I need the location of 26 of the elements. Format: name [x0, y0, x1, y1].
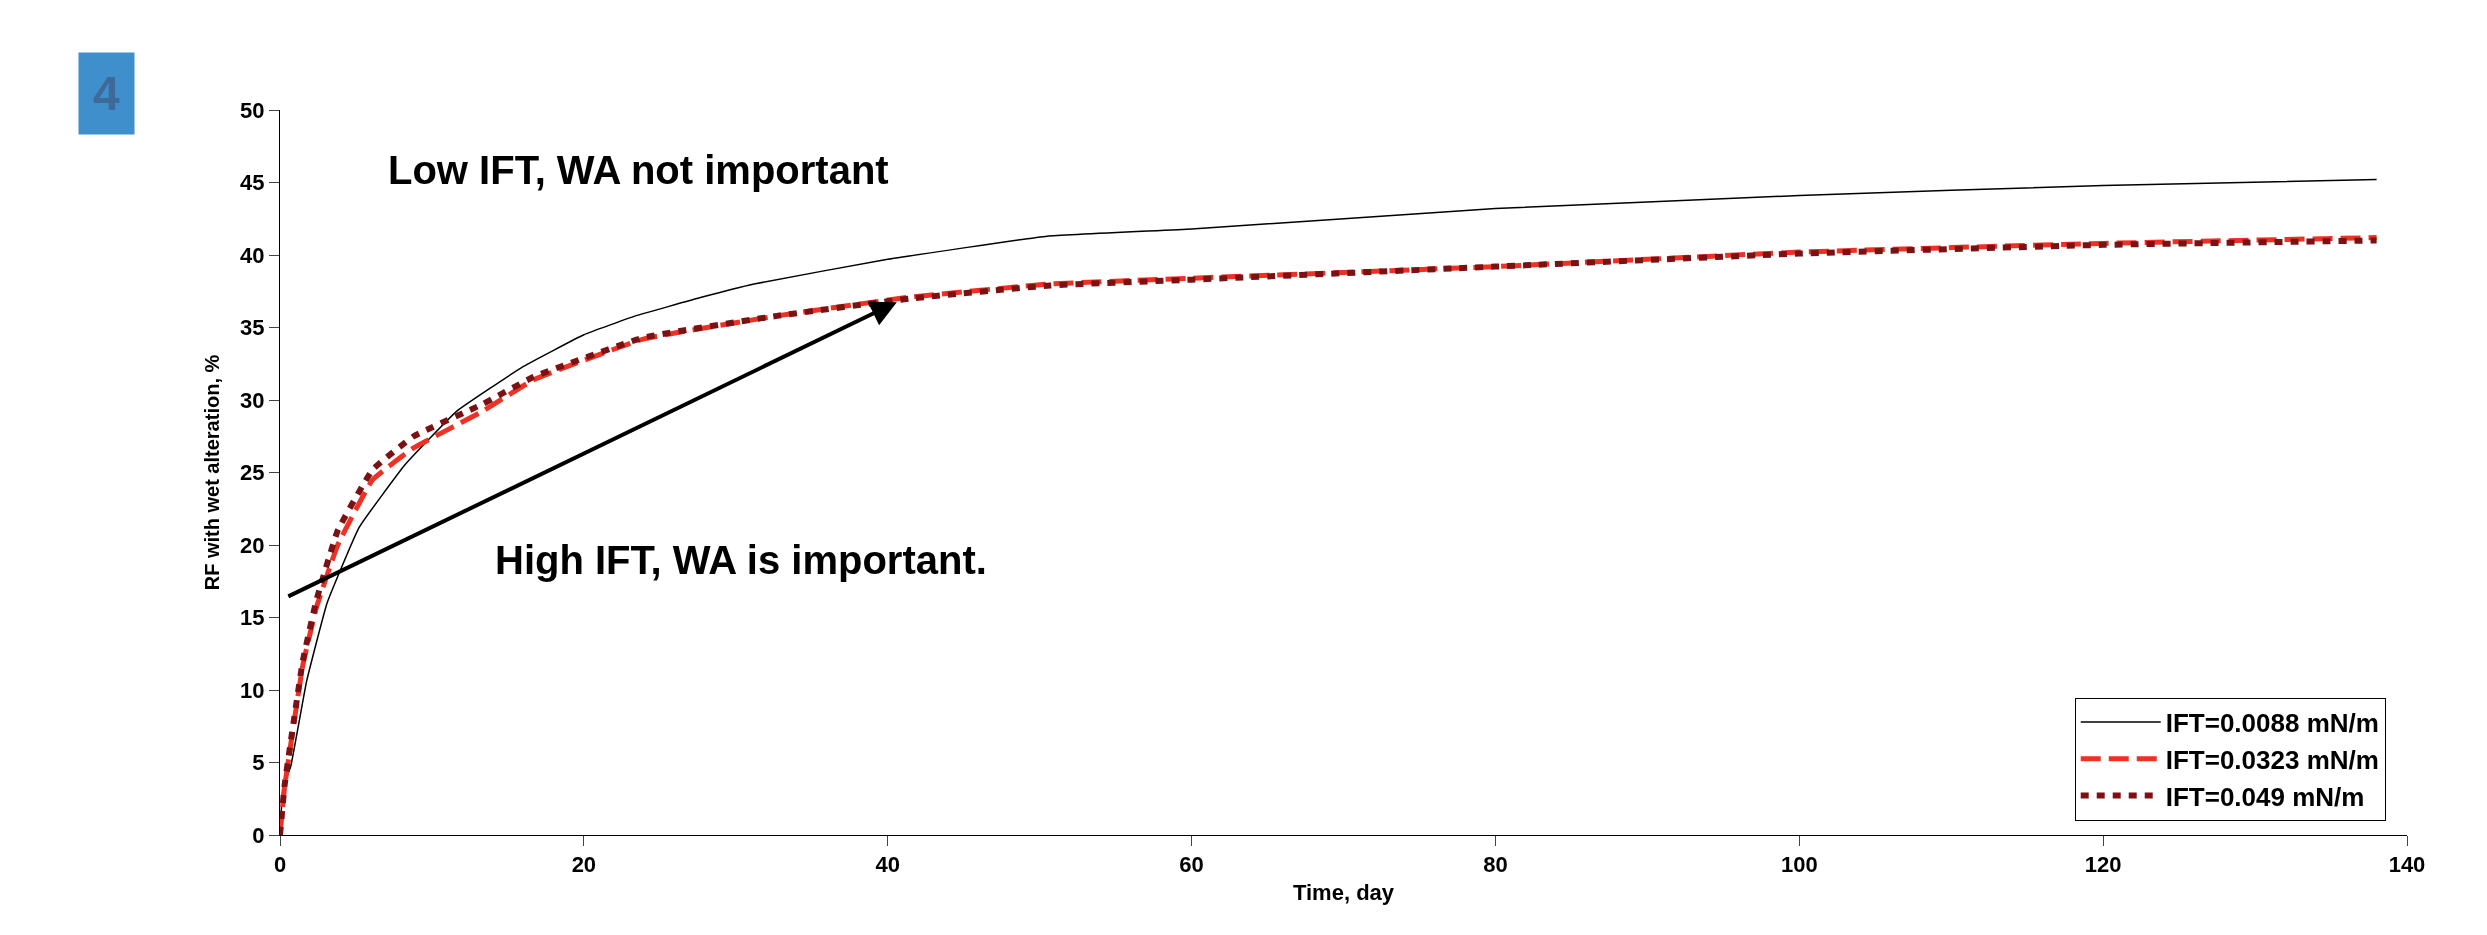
- y-tick-label: 35: [240, 315, 265, 341]
- y-tick-label: 50: [240, 97, 265, 123]
- y-tick-label: 45: [240, 170, 265, 196]
- x-tick-label: 40: [875, 852, 900, 878]
- y-tick-label: 20: [240, 532, 265, 558]
- x-tick-label: 20: [571, 852, 597, 878]
- y-tick-label: 15: [240, 605, 265, 631]
- x-tick-label: 80: [1483, 852, 1508, 878]
- y-tick-label: 10: [240, 677, 265, 703]
- y-tick-label: 30: [240, 387, 265, 413]
- legend-label: IFT=0.049 mN/m: [2165, 781, 2365, 812]
- x-tick-label: 140: [2388, 852, 2426, 878]
- legend-label: IFT=0.0088 mN/m: [2165, 708, 2379, 739]
- x-tick-label: 120: [2084, 852, 2122, 878]
- y-axis-title: RF with wet alteration, %: [200, 354, 223, 591]
- x-tick-label: 0: [273, 852, 287, 878]
- x-axis-title: Time, day: [1292, 880, 1395, 906]
- legend-label: IFT=0.0323 mN/m: [2165, 744, 2379, 775]
- y-tick-label: 0: [252, 822, 265, 848]
- y-tick-label: 5: [252, 750, 265, 776]
- annotation: High IFT, WA is important.: [495, 538, 987, 582]
- y-tick-label: 40: [240, 242, 265, 268]
- y-tick-label: 25: [240, 460, 265, 486]
- annotation: Low IFT, WA not important: [388, 148, 889, 192]
- x-tick-label: 60: [1179, 852, 1204, 878]
- x-tick-label: 100: [1780, 852, 1818, 878]
